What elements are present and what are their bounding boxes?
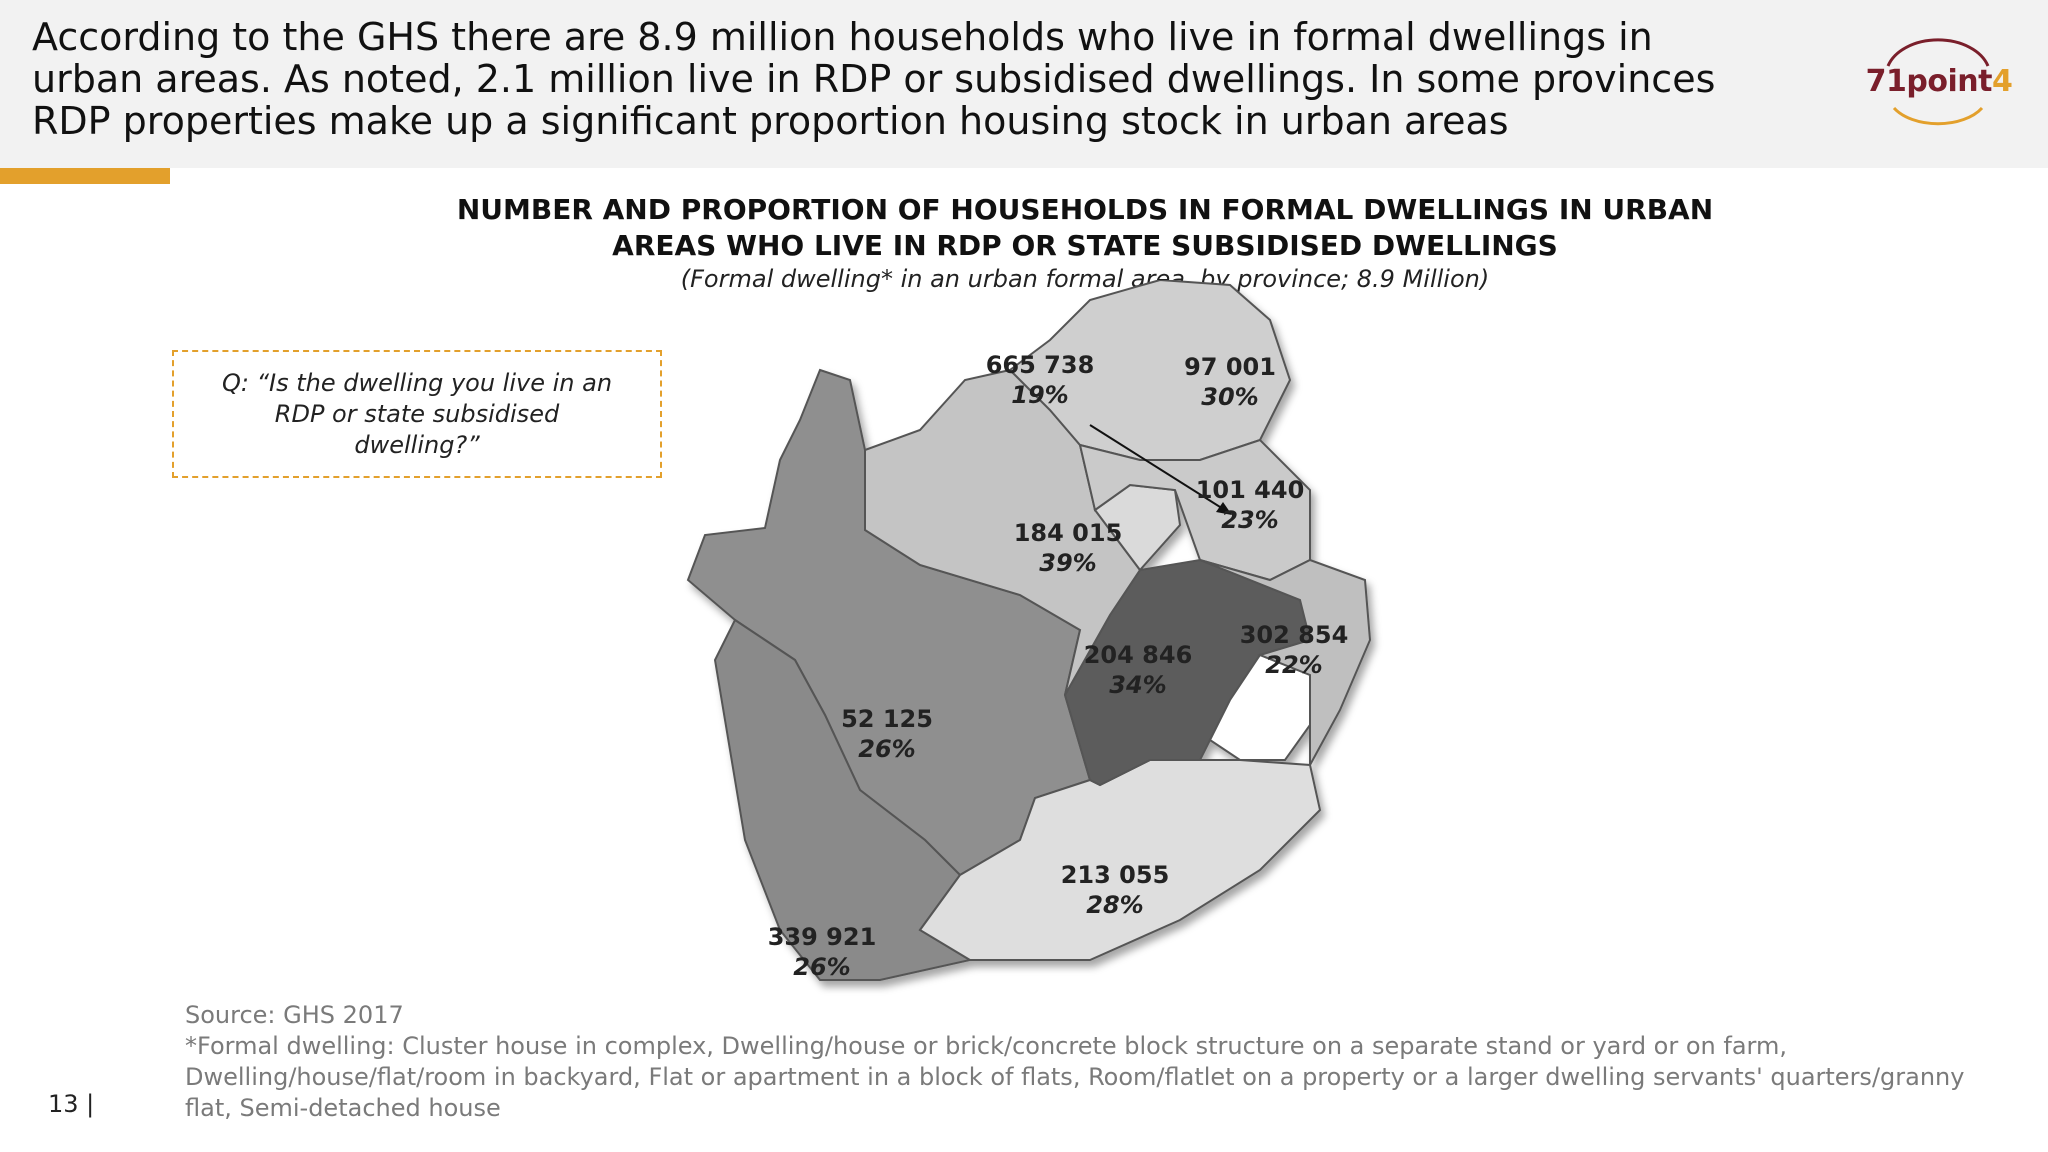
logo-ring-icon [1886,38,1990,126]
label-western-cape: 339 921 26% [742,922,902,982]
label-share: 22% [1265,651,1323,679]
south-africa-map [686,278,1372,981]
province-map: 665 738 19% 97 001 30% 101 440 23% 184 0… [620,278,1520,1000]
header-bar: According to the GHS there are 8.9 milli… [0,0,2048,168]
source-line: Source: GHS 2017 [185,1001,404,1029]
label-share: 30% [1201,383,1259,411]
logo-prefix: 71point [1865,64,1993,99]
label-mpumalanga: 101 440 23% [1170,475,1330,535]
logo-suffix: 4 [1991,64,2013,99]
region-kwazulu-natal [1199,558,1372,766]
label-households: 204 846 [1083,641,1193,669]
label-households: 339 921 [767,923,877,951]
question-text: Q: “Is the dwelling you live in an RDP o… [221,368,613,459]
footnote-definition: *Formal dwelling: Cluster house in compl… [185,1032,1965,1122]
label-north-west: 184 015 39% [988,518,1148,578]
source-footnote: Source: GHS 2017 *Formal dwelling: Clust… [185,1000,1985,1124]
page-headline: According to the GHS there are 8.9 milli… [32,15,1716,143]
chart-subtitle: (Formal dwelling* in an urban formal are… [680,265,1490,293]
gauteng-pointer-line [1089,424,1229,513]
label-gauteng: 665 738 19% [960,350,1120,410]
label-limpopo: 97 001 30% [1150,352,1310,412]
label-share: 28% [1086,891,1144,919]
label-households: 213 055 [1060,861,1170,889]
page-number: 13 | [48,1090,95,1118]
label-free-state: 204 846 34% [1058,640,1218,700]
chart-title: NUMBER AND PROPORTION OF HOUSEHOLDS IN F… [456,193,1714,262]
label-households: 665 738 [985,351,1095,379]
label-eastern-cape: 213 055 28% [1035,860,1195,920]
gauteng-pointer-arrowhead [1216,502,1232,515]
label-households: 52 125 [841,705,933,733]
label-share: 39% [1039,549,1097,577]
accent-bar [0,168,170,184]
label-northern-cape: 52 125 26% [807,704,967,764]
label-share: 19% [1011,381,1069,409]
label-share: 23% [1221,506,1279,534]
label-kwazulu-natal: 302 854 22% [1214,620,1374,680]
question-callout: Q: “Is the dwelling you live in an RDP o… [172,350,662,478]
label-households: 97 001 [1184,353,1276,381]
label-share: 26% [858,735,916,763]
label-share: 26% [793,953,851,981]
label-households: 101 440 [1195,476,1305,504]
label-share: 34% [1109,671,1167,699]
logo-wordmark: 71point4 [1864,64,2014,99]
brand-logo: 71point4 [1858,36,2018,132]
label-households: 302 854 [1239,621,1349,649]
label-households: 184 015 [1013,519,1123,547]
